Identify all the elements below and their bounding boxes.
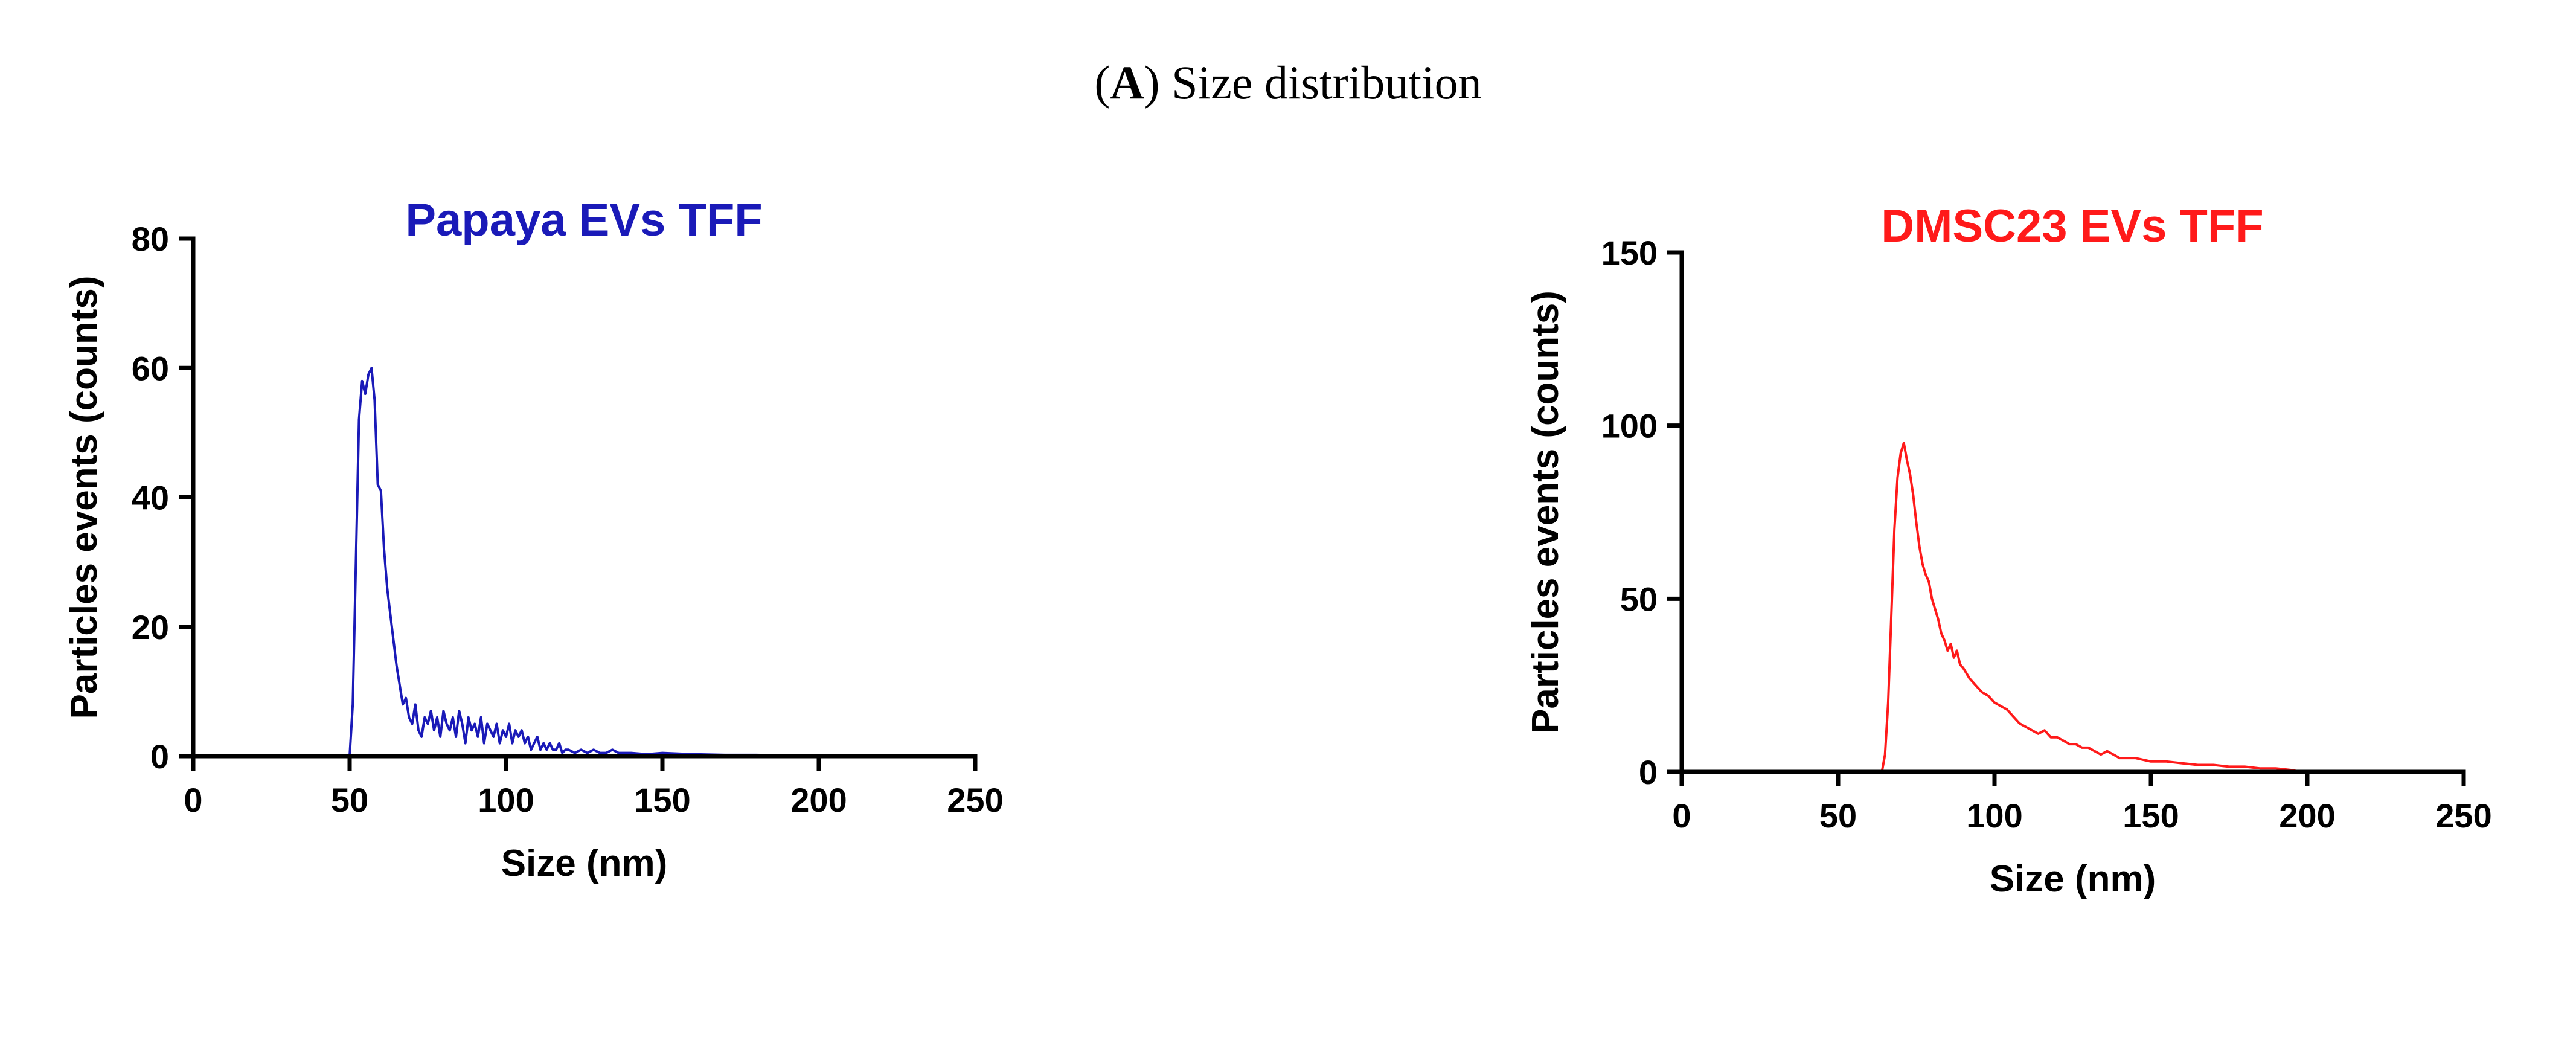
dmsc23-chart-title: DMSC23 EVs TFF [1881,201,2263,252]
papaya-x-tick-label: 250 [947,781,1003,819]
dmsc23-y-tick-label: 100 [1601,407,1658,445]
dmsc23-x-tick-label: 150 [2123,797,2179,835]
papaya-y-tick-label: 80 [132,220,169,258]
papaya-x-axis-title: Size (nm) [501,843,668,884]
dmsc23-y-tick-label: 150 [1601,234,1658,272]
papaya-y-tick-label: 0 [150,737,169,776]
papaya-x-tick-label: 50 [331,781,368,819]
papaya-y-axis-title: Particles events (counts) [63,276,105,719]
dmsc23-x-tick-label: 200 [2279,797,2335,835]
papaya-y-tick-label: 60 [132,349,169,387]
papaya-y-tick-label: 40 [132,479,169,517]
figure-title-text: Size distribution [1171,56,1482,109]
papaya-x-tick-label: 150 [634,781,690,819]
papaya-x-tick-label: 0 [184,781,202,819]
dmsc23-x-tick-label: 100 [1966,797,2022,835]
panel-letter: A [1110,56,1144,109]
dmsc23-y-tick-label: 50 [1620,580,1658,618]
dmsc23-x-axis-title: Size (nm) [1990,858,2156,900]
papaya-x-tick-label: 100 [478,781,534,819]
papaya-y-tick-label: 20 [132,608,169,646]
papaya-chart-title: Papaya EVs TFF [405,194,762,246]
figure-title: (A) Size distribution [1094,56,1482,109]
dmsc23-x-tick-label: 0 [1672,797,1691,835]
dmsc23-y-tick-label: 0 [1639,753,1658,791]
dmsc23-x-tick-label: 50 [1819,797,1857,835]
dmsc23-series-line [1682,442,2301,773]
dmsc23-x-tick-label: 250 [2435,797,2491,835]
papaya-series-line [193,367,819,757]
papaya-x-tick-label: 200 [790,781,847,819]
dmsc23-y-axis-title: Particles events (counts) [1525,291,1566,734]
